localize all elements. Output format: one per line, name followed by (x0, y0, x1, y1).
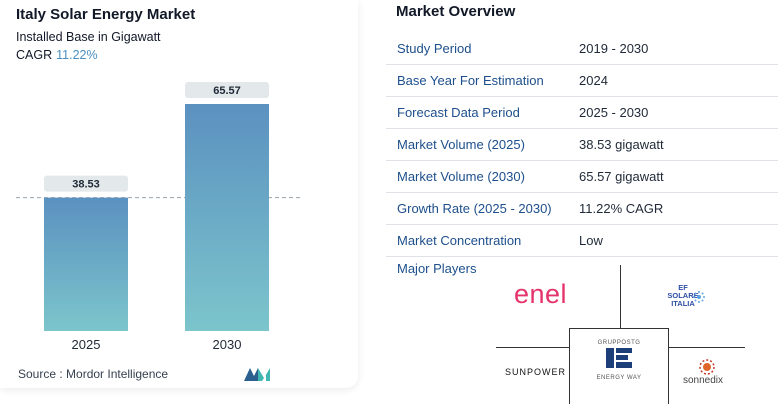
major-players-label: Major Players (397, 261, 477, 276)
ef-solare-italia-logo: EF SOLARE ITALIA (660, 284, 706, 308)
mordor-intelligence-logo (244, 368, 270, 381)
value-label-bg (185, 82, 269, 98)
overview-value: 38.53 gigawatt (579, 137, 664, 152)
overview-row: Market Volume (2025) 38.53 gigawatt (386, 129, 778, 161)
overview-key: Study Period (397, 41, 472, 56)
enel-logo: enel (514, 279, 568, 309)
chart-card: Italy Solar Energy Market Installed Base… (0, 0, 358, 388)
overview-value: 2025 - 2030 (579, 105, 649, 120)
market-overview-title: Market Overview (396, 3, 516, 20)
grid-divider (620, 265, 621, 328)
overview-row: Base Year For Estimation 2024 (386, 65, 778, 97)
gruppo-logo-text: GRUPPOSTG (597, 340, 641, 346)
chart-subtitle: Installed Base in Gigawatt (16, 30, 161, 44)
grid-divider (569, 328, 570, 404)
overview-key: Market Volume (2025) (397, 137, 525, 152)
value-label: 65.57 (213, 85, 241, 97)
grid-divider (496, 347, 569, 348)
ef-sun-icon (693, 291, 705, 303)
ef-logo-text: EF (678, 283, 688, 292)
sonnedix-sun-icon (699, 359, 715, 375)
overview-key: Growth Rate (2025 - 2030) (397, 201, 552, 216)
cagr-line: CAGR 11.22% (16, 48, 98, 62)
value-label: 38.53 (72, 179, 100, 191)
sonnedix-logo: sonnedix (683, 375, 724, 386)
overview-row: Market Concentration Low (386, 225, 778, 257)
bar-chart: 38.53 2025 65.57 2030 (16, 82, 300, 352)
gruppo-mark-icon (606, 348, 632, 368)
overview-key: Forecast Data Period (397, 105, 520, 120)
cagr-value: 11.22% (56, 48, 98, 62)
overview-row: Study Period 2019 - 2030 (386, 33, 778, 65)
category-label: 2025 (72, 337, 101, 352)
overview-value: 2019 - 2030 (579, 41, 649, 56)
sunpower-logo: SUNPOWER (505, 367, 567, 377)
chart-title: Italy Solar Energy Market (16, 6, 196, 23)
ef-logo-text: SOLARE (667, 291, 699, 300)
overview-key: Base Year For Estimation (397, 73, 544, 88)
grid-divider (668, 347, 745, 348)
overview-key: Market Concentration (397, 233, 522, 248)
overview-value: 65.57 gigawatt (579, 169, 664, 184)
bar-2030 (185, 104, 269, 331)
category-label: 2030 (213, 337, 242, 352)
overview-value: Low (579, 233, 603, 248)
overview-key: Market Volume (2030) (397, 169, 525, 184)
source-note: Source : Mordor Intelligence (18, 367, 169, 381)
value-label-bg (44, 175, 128, 192)
gruppo-stg-logo: GRUPPOSTG ENERGY WAY (579, 340, 659, 381)
ef-logo-text: ITALIA (671, 299, 695, 308)
gruppo-logo-text: ENERGY WAY (596, 375, 642, 381)
market-overview-table: Study Period 2019 - 2030 Base Year For Est… (386, 33, 778, 257)
cagr-label: CAGR (16, 48, 53, 62)
overview-value: 2024 (579, 73, 608, 88)
overview-row: Forecast Data Period 2025 - 2030 (386, 97, 778, 129)
grid-divider (569, 328, 668, 329)
bar-2025 (44, 197, 128, 331)
overview-row: Growth Rate (2025 - 2030) 11.22% CAGR (386, 193, 778, 225)
overview-value: 11.22% CAGR (579, 201, 664, 216)
overview-row: Market Volume (2030) 65.57 gigawatt (386, 161, 778, 193)
grid-divider (668, 328, 669, 404)
